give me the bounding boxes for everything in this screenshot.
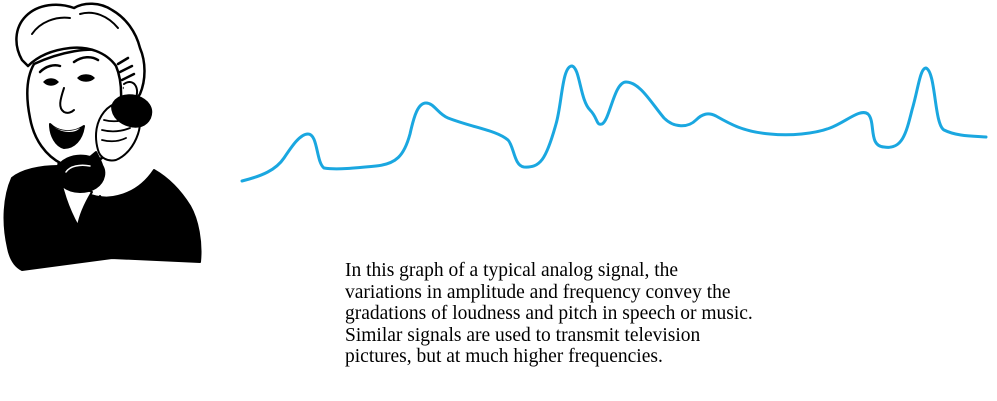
analog-signal-wave xyxy=(240,64,988,183)
eyebrow-right xyxy=(72,56,100,64)
caption-line-2: variations in amplitude and frequency co… xyxy=(345,281,731,303)
hair xyxy=(15,2,146,114)
eye-right xyxy=(77,74,95,82)
person-on-telephone-icon xyxy=(3,2,202,271)
eye-left xyxy=(43,78,59,86)
caption-line-5: pictures, but at much higher frequencies… xyxy=(345,346,663,367)
teeth xyxy=(54,127,80,132)
receiver-earpiece xyxy=(111,94,153,128)
eyebrow-left xyxy=(38,64,62,74)
hair-shading-1 xyxy=(116,56,136,90)
lapel-line xyxy=(99,195,119,247)
caption-line-3: gradations of loudness and pitch in spee… xyxy=(345,303,753,324)
nose xyxy=(59,87,75,114)
hair-curl-2 xyxy=(79,11,119,29)
caption-line-1: In this graph of a typical analog signal… xyxy=(345,260,679,281)
hair-curl-1 xyxy=(31,16,71,35)
mouthpiece-rim xyxy=(65,164,91,173)
figure-caption: In this graph of a typical analog signal… xyxy=(345,260,905,368)
receiver-mouthpiece xyxy=(54,154,106,193)
caption-line-4: Similar signals are used to transmit tel… xyxy=(345,324,701,346)
